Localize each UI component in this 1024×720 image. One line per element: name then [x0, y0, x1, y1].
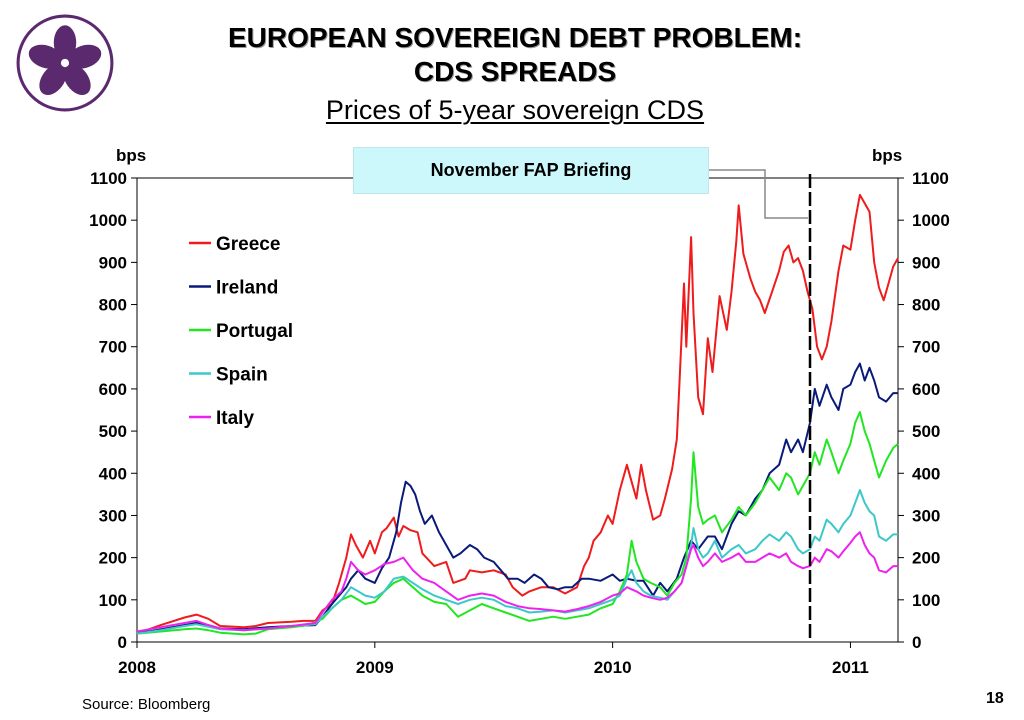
y-tick-label-left: 100	[99, 591, 127, 610]
y-tick-label-left: 900	[99, 253, 127, 272]
x-tick-label: 2011	[832, 658, 869, 677]
y-tick-label-left: 700	[99, 338, 127, 357]
bauhinia-logo	[16, 14, 114, 112]
page-number: 18	[986, 690, 1004, 707]
legend-label-ireland: Ireland	[216, 278, 278, 299]
y-tick-label-right: 100	[912, 591, 940, 610]
slide-subtitle: Prices of 5-year sovereign CDS	[325, 95, 705, 125]
y-tick-label-right: 200	[912, 549, 940, 568]
y-tick-label-left: 1000	[89, 211, 127, 230]
y-tick-label-left: 0	[118, 633, 127, 652]
y-tick-label-left: 500	[99, 422, 127, 441]
legend-label-greece: Greece	[216, 234, 280, 255]
y-tick-label-left: 400	[99, 464, 127, 483]
series-line-ireland	[136, 362, 898, 635]
y-tick-label-left: 1100	[90, 169, 127, 188]
legend-label-portugal: Portugal	[216, 321, 293, 342]
y-tick-label-right: 0	[912, 633, 921, 652]
slide-title-line1: EUROPEAN SOVEREIGN DEBT PROBLEM:	[227, 22, 803, 53]
y-tick-label-left: 800	[99, 296, 127, 315]
series-line-portugal	[136, 411, 899, 636]
y-tick-label-right: 500	[912, 422, 940, 441]
x-tick-label: 2010	[594, 658, 632, 677]
series-line-spain	[136, 489, 898, 635]
y-tick-label-right: 800	[912, 296, 940, 315]
y-tick-label-right: 900	[912, 253, 940, 272]
y-tick-label-right: 1000	[912, 211, 950, 230]
y-tick-label-right: 300	[912, 506, 940, 525]
right-axis-unit: bps	[872, 146, 903, 165]
y-tick-label-left: 300	[99, 506, 127, 525]
legend-label-spain: Spain	[216, 365, 268, 386]
x-tick-label: 2008	[118, 658, 156, 677]
slide-title-line2: CDS SPREADS	[413, 56, 617, 87]
y-tick-label-left: 600	[99, 380, 127, 399]
y-tick-label-right: 1100	[912, 169, 949, 188]
left-axis-unit: bps	[116, 146, 147, 165]
legend-label-italy: Italy	[216, 408, 254, 429]
y-tick-label-right: 600	[912, 380, 940, 399]
y-tick-label-left: 200	[99, 549, 127, 568]
x-tick-label: 2009	[356, 658, 394, 677]
callout-connector	[709, 169, 809, 219]
series-line-italy	[136, 531, 898, 633]
y-tick-label-right: 400	[912, 464, 940, 483]
callout-box: November FAP Briefing	[353, 147, 709, 194]
y-tick-label-right: 700	[912, 338, 940, 357]
source-note: Source: Bloomberg	[82, 696, 211, 713]
